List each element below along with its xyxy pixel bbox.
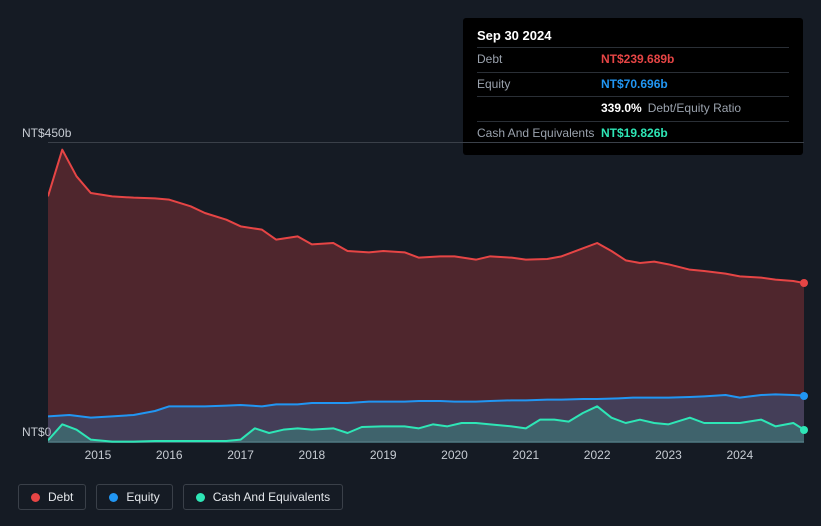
x-axis-tick: 2020 (441, 448, 468, 462)
legend-dot-icon (31, 493, 40, 502)
x-axis-tick: 2023 (655, 448, 682, 462)
x-axis: 2015 2016 2017 2018 2019 2020 2021 2022 2023 2024 (48, 448, 804, 468)
tooltip-label: Debt (477, 52, 601, 68)
tooltip-row: 339.0%Debt/Equity Ratio (477, 96, 789, 121)
tooltip-label (477, 101, 601, 117)
legend-label: Equity (126, 490, 159, 504)
chart-plot-area (48, 142, 804, 442)
x-axis-tick: 2024 (726, 448, 753, 462)
x-axis-tick: 2018 (299, 448, 326, 462)
x-axis-tick: 2019 (370, 448, 397, 462)
legend-item-debt[interactable]: Debt (18, 484, 86, 510)
legend-item-cash-and-equivalents[interactable]: Cash And Equivalents (183, 484, 343, 510)
x-axis-tick: 2022 (584, 448, 611, 462)
x-axis-tick: 2021 (512, 448, 539, 462)
x-axis-tick: 2017 (227, 448, 254, 462)
chart-svg (48, 143, 804, 443)
tooltip-extra: Debt/Equity Ratio (648, 101, 741, 115)
x-axis-tick: 2015 (85, 448, 112, 462)
tooltip-row: DebtNT$239.689b (477, 47, 789, 72)
legend-label: Cash And Equivalents (213, 490, 330, 504)
y-axis-min-label: NT$0 (22, 425, 51, 439)
tooltip-date: Sep 30 2024 (477, 28, 789, 43)
tooltip-value: NT$70.696b (601, 77, 668, 93)
legend-label: Debt (48, 490, 73, 504)
debt-equity-chart: NT$450b NT$0 201520162017201820192020202… (18, 130, 804, 476)
series-end-marker (800, 392, 808, 400)
legend-item-equity[interactable]: Equity (96, 484, 172, 510)
tooltip-label: Equity (477, 77, 601, 93)
tooltip-row: EquityNT$70.696b (477, 72, 789, 97)
x-axis-tick: 2016 (156, 448, 183, 462)
series-end-marker (800, 426, 808, 434)
legend-dot-icon (109, 493, 118, 502)
tooltip-value: 339.0%Debt/Equity Ratio (601, 101, 741, 117)
y-axis-max-label: NT$450b (22, 126, 71, 140)
tooltip-value: NT$239.689b (601, 52, 674, 68)
chart-legend: Debt Equity Cash And Equivalents (18, 484, 343, 510)
series-end-marker (800, 279, 808, 287)
legend-dot-icon (196, 493, 205, 502)
